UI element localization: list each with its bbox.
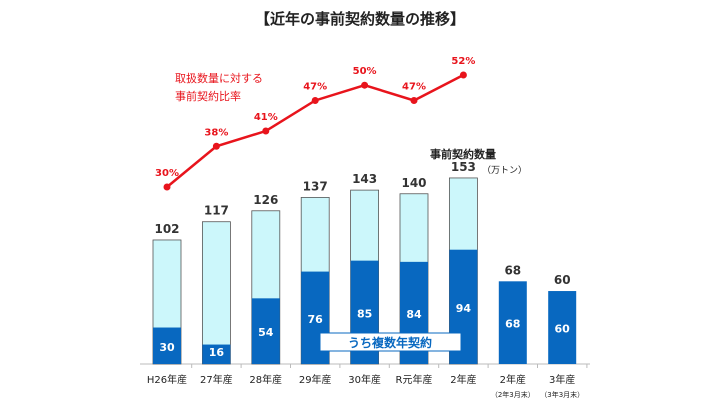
ratio-label: 52%	[451, 56, 475, 67]
total-label: 143	[352, 172, 377, 186]
multiyear-legend-box	[319, 332, 462, 352]
ratio-point	[361, 81, 369, 89]
x-tick-label: R元年産	[396, 373, 433, 386]
multiyear-legend: うち複数年契約	[348, 335, 432, 350]
ratio-point	[262, 127, 270, 135]
ratio-label: 41%	[254, 112, 278, 123]
x-tick-label: 27年産	[200, 373, 233, 386]
bar-multiyear	[153, 327, 181, 364]
line-legend-1: 取扱数量に対する	[175, 71, 263, 85]
total-label: 68	[504, 263, 521, 277]
line-legend-2: 事前契約比率	[175, 89, 241, 103]
chart-title: 【近年の事前契約数量の推移】	[255, 10, 465, 28]
x-tick-label: 2年産	[450, 373, 476, 386]
multiyear-label: 85	[357, 307, 372, 320]
unit-label: （万トン）	[482, 165, 527, 176]
multiyear-label: 30	[159, 341, 175, 354]
bar-multiyear	[498, 281, 527, 364]
x-tick-label: H26年産	[147, 373, 187, 386]
ratio-label: 47%	[402, 81, 426, 92]
total-label: 137	[303, 179, 328, 193]
total-label: 60	[554, 273, 571, 287]
total-label: 117	[204, 204, 229, 218]
bar-legend-total: 事前契約数量	[430, 147, 496, 161]
total-label: 153	[451, 160, 476, 174]
multiyear-label: 94	[456, 302, 472, 315]
multiyear-label: 76	[308, 313, 324, 326]
x-tick-sublabel: （3年3月末）	[540, 390, 584, 399]
multiyear-label: 60	[555, 323, 571, 336]
bar-multiyear	[202, 344, 231, 364]
total-label: 102	[154, 222, 179, 236]
total-label: 140	[401, 176, 426, 190]
multiyear-label: 54	[258, 326, 274, 339]
ratio-label: 38%	[204, 127, 228, 138]
bar-total	[201, 221, 231, 365]
ratio-point	[311, 96, 319, 104]
bar-multiyear	[251, 298, 280, 364]
x-tick-label: 29年産	[299, 373, 332, 386]
ratio-label: 50%	[353, 66, 377, 77]
ratio-point	[459, 71, 467, 79]
x-tick-label: 2年産	[500, 373, 526, 386]
multiyear-label: 16	[209, 346, 225, 359]
multiyear-label: 68	[505, 318, 520, 331]
x-tick-label: 28年産	[249, 373, 282, 386]
bar-multiyear	[548, 291, 577, 364]
ratio-point	[410, 96, 418, 104]
ratio-point	[212, 142, 220, 150]
total-label: 126	[253, 193, 278, 207]
ratio-label: 47%	[303, 81, 327, 92]
x-tick-label: 3年産	[549, 373, 575, 386]
x-tick-label: 30年産	[348, 373, 381, 386]
x-tick-sublabel: （2年3月末）	[491, 390, 535, 399]
ratio-point	[163, 183, 171, 191]
multiyear-label: 84	[406, 308, 422, 321]
ratio-label: 30%	[155, 168, 179, 179]
